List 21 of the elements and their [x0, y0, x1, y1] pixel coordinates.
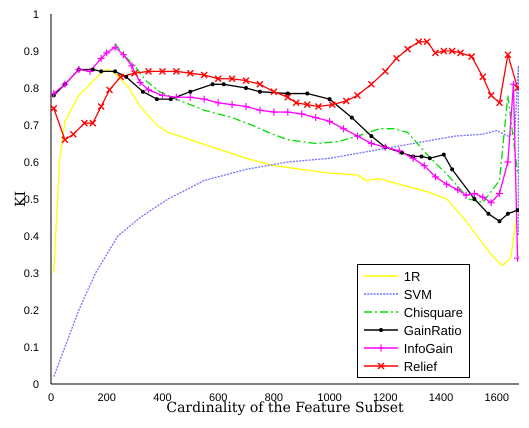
legend-label: Relief: [404, 358, 437, 374]
legend-label: GainRatio: [404, 322, 462, 338]
y-tick-label: 0.2: [24, 304, 39, 317]
x-tick-label: 0: [48, 392, 54, 404]
y-tick-label: 1: [32, 8, 39, 21]
y-tick-label: 0.6: [24, 156, 39, 169]
x-tick-label: 1400: [428, 392, 454, 404]
legend-label: 1R: [404, 268, 420, 284]
x-tick-label: 200: [98, 392, 116, 404]
y-tick-label: 0.7: [24, 120, 39, 132]
y-tick-label: 0.8: [24, 82, 39, 95]
legend-label: InfoGain: [404, 340, 453, 356]
legend-label: Chisquare: [404, 304, 463, 320]
y-tick-label: 0.1: [24, 342, 39, 354]
y-tick-label: 0.3: [24, 268, 39, 280]
y-tick-label: 0.5: [24, 194, 39, 206]
y-tick-label: 0: [32, 378, 39, 391]
legend-label: SVM: [404, 286, 432, 302]
y-tick-label: 0.4: [24, 230, 39, 243]
y-tick-label: 0.9: [24, 46, 39, 58]
x-tick-label: 1600: [484, 392, 509, 404]
